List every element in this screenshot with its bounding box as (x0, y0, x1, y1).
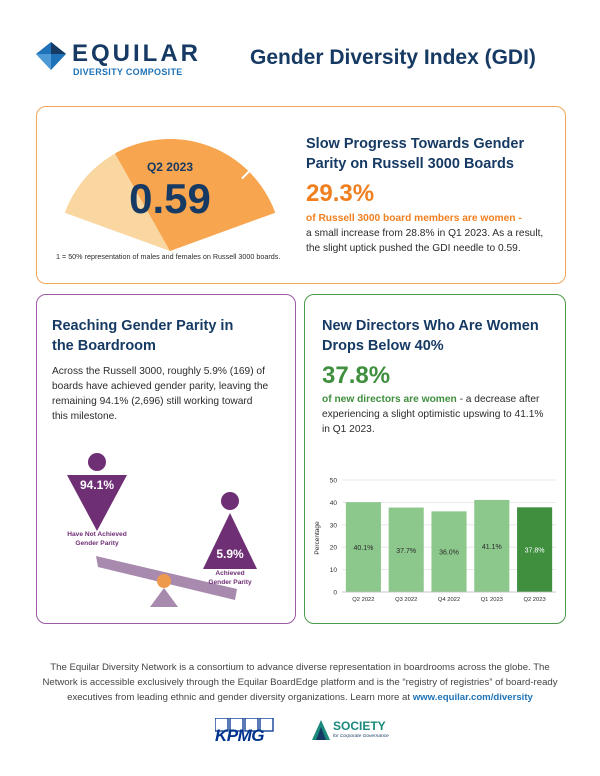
achieved-pct: 5.9% (216, 547, 244, 561)
x-tick-label: Q2 2023 (523, 597, 545, 603)
footer-line3: executives from leading ethnic and gende… (67, 692, 413, 703)
directors-body-line2: experiencing a slight optimistic upswing… (322, 409, 544, 420)
achieved-head-icon (221, 492, 239, 510)
gauge-tick (241, 170, 250, 180)
bar-data-label: 40.1% (353, 545, 373, 552)
y-tick-label: 30 (330, 522, 338, 529)
bar (517, 507, 553, 592)
directors-body: of new directors are women - a decrease … (322, 392, 558, 437)
not-achieved-label: Have Not Achieved Gender Parity (52, 530, 142, 548)
parity-heading: Reaching Gender Parity in the Boardroom (52, 316, 233, 356)
gdi-body: of Russell 3000 board members are women … (306, 211, 556, 256)
x-tick-label: Q2 2022 (352, 597, 374, 603)
board-women-stat: 29.3% (306, 180, 375, 207)
diversity-link[interactable]: www.equilar.com/diversity (412, 692, 533, 703)
board-women-label: of Russell 3000 board members are women (306, 213, 516, 224)
footer-line1: The Equilar Diversity Network is a conso… (50, 662, 550, 673)
y-tick-label: 10 (330, 567, 338, 574)
bar (388, 507, 424, 592)
gauge-footnote: 1 = 50% representation of males and fema… (56, 252, 281, 261)
logo-subtitle: DIVERSITY COMPOSITE (73, 67, 183, 77)
seesaw-pivot-icon (157, 574, 171, 588)
gdi-body-line2: the slight uptick pushed the GDI needle … (306, 243, 521, 254)
society-wordmark: SOCIETY (333, 719, 386, 733)
bar (474, 499, 510, 592)
achieved-label-line2: Gender Parity (208, 579, 252, 586)
y-tick-label: 50 (330, 478, 338, 485)
gauge-fill (115, 138, 276, 251)
not-achieved-figure-icon (67, 475, 127, 531)
footer-text: The Equilar Diversity Network is a conso… (40, 660, 560, 705)
directors-body-part1: - a decrease after (456, 394, 540, 405)
gdi-heading-line1: Slow Progress Towards Gender (306, 136, 525, 152)
society-triangle-icon (312, 720, 330, 740)
kpmg-boxes-icon (215, 718, 274, 732)
gdi-heading-line2: Parity on Russell 3000 Boards (306, 156, 514, 172)
gauge-period: Q2 2023 (146, 160, 194, 174)
gauge-value: 0.59 (129, 175, 211, 222)
achieved-label: Achieved Gender Parity (185, 569, 275, 587)
parity-body-line: boards have achieved gender parity, leav… (52, 381, 269, 392)
new-directors-label: of new directors are women (322, 394, 457, 405)
new-directors-bar-chart: Percentage 0 10 20 30 40 50 40.1% Q2 2022 37.7% Q… (314, 478, 556, 603)
bar-data-label: 37.7% (396, 548, 416, 555)
y-tick-label: 20 (330, 545, 338, 552)
gdi-body-line1: a small increase from 28.8% in Q1 2023. … (306, 228, 544, 239)
bar (345, 502, 381, 592)
bar-data-label: 37.8% (525, 548, 545, 555)
seesaw-fulcrum-icon (150, 588, 178, 607)
x-tick-label: Q1 2023 (481, 597, 503, 603)
parity-balance-graphic (67, 453, 257, 607)
logo-wordmark: EQUILAR (72, 40, 201, 67)
parity-heading-line1: Reaching Gender Parity in (52, 318, 234, 334)
achieved-label-line1: Achieved (215, 570, 245, 577)
parity-body: Across the Russell 3000, roughly 5.9% (1… (52, 364, 288, 424)
not-achieved-label-line1: Have Not Achieved (67, 531, 127, 538)
parity-body-line: Across the Russell 3000, roughly 5.9% (1… (52, 366, 265, 377)
parity-body-line: this milestone. (52, 411, 118, 422)
directors-heading: New Directors Who Are Women Drops Below … (322, 316, 539, 356)
equilar-diamond-icon (36, 42, 66, 70)
society-subtitle: for Corporate Governance (333, 734, 389, 739)
y-tick-label: 40 (330, 500, 338, 507)
y-axis-title: Percentage (314, 521, 321, 555)
directors-body-line3: in Q1 2023. (322, 424, 375, 435)
y-tick-label: 0 (333, 590, 337, 597)
directors-heading-line2: Drops Below 40% (322, 338, 444, 354)
achieved-figure-icon (203, 513, 257, 569)
society-logo: SOCIETY for Corporate Governance (312, 718, 412, 746)
parity-heading-line2: the Boardroom (52, 338, 156, 354)
not-achieved-label-line2: Gender Parity (75, 540, 119, 547)
gdi-gauge (64, 138, 276, 251)
x-tick-label: Q3 2022 (395, 597, 417, 603)
kpmg-wordmark: KPMG (215, 726, 265, 745)
not-achieved-pct: 94.1% (79, 478, 115, 492)
kpmg-logo: KPMG (215, 718, 275, 745)
parity-body-line: remaining 94.1% (2,696) still working to… (52, 396, 253, 407)
equilar-logo (34, 40, 68, 77)
dash: - (515, 213, 522, 224)
footer-line2: Network is accessible exclusively throug… (42, 677, 558, 688)
gdi-heading: Slow Progress Towards Gender Parity on R… (306, 134, 524, 174)
bar (431, 511, 467, 592)
new-directors-stat: 37.8% (322, 362, 391, 389)
not-achieved-head-icon (88, 453, 106, 471)
bar-data-label: 36.0% (439, 550, 459, 557)
x-tick-label: Q4 2022 (438, 597, 460, 603)
directors-heading-line1: New Directors Who Are Women (322, 318, 539, 334)
page-title: Gender Diversity Index (GDI) (250, 46, 536, 69)
bar-data-label: 41.1% (482, 544, 502, 551)
